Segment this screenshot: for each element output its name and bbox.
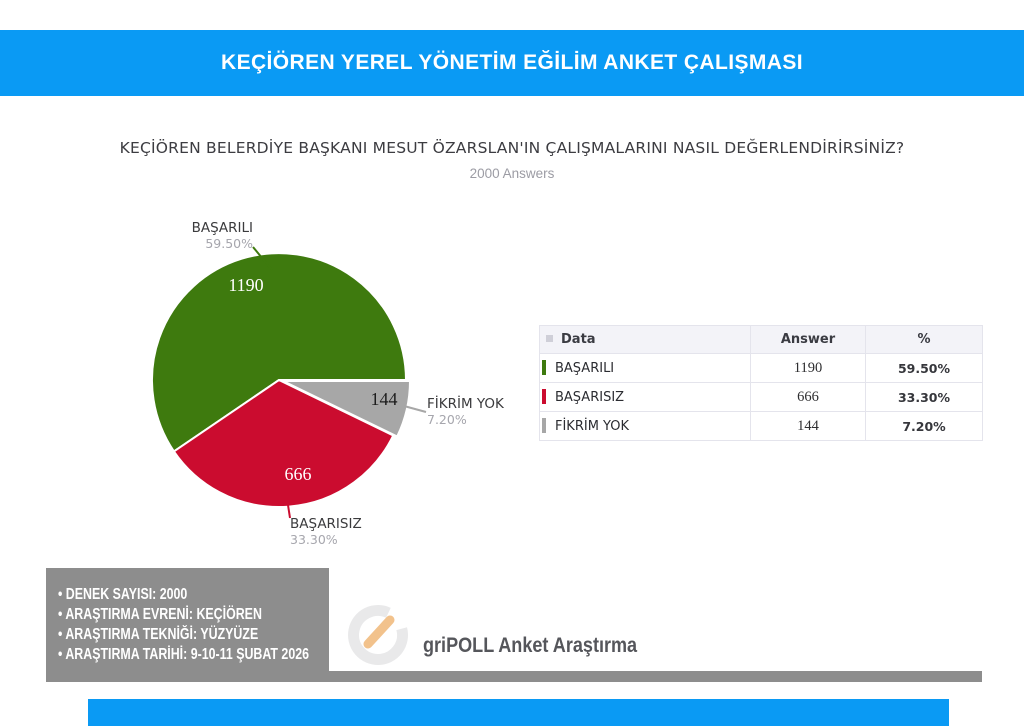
slice-value-basarisiz: 666 [285,464,312,484]
row-answer: 1190 [750,353,866,383]
row-answer: 144 [750,411,866,441]
answers-count: 2000 Answers [469,166,555,181]
footer-banner [88,699,949,726]
row-percent: 7.20% [865,411,983,441]
info-arastirma-evreni: • ARAŞTIRMA EVRENİ: KEÇİÖREN [58,606,262,623]
column-header-data-label: Data [561,332,596,347]
callout-fikrimyok-percent: 7.20% [427,412,467,427]
page-title: KEÇİÖREN YEREL YÖNETİM EĞİLİM ANKET ÇALI… [221,51,803,74]
callout-fikrimyok: FİKRİM YOK 7.20% [427,396,547,428]
legend-color-bar [542,418,546,433]
row-answer: 666 [750,382,866,412]
column-header-data[interactable]: Data [539,325,751,354]
methodology-info-box: • DENEK SAYISI: 2000 • ARAŞTIRMA EVRENİ:… [46,568,329,682]
callout-basarili-label: BAŞARILI [191,220,253,236]
row-percent: 59.50% [865,353,983,383]
leader-line-fikrimyok [403,405,427,413]
pie-slice-fikrimyok[interactable] [282,380,411,438]
gripoll-logo-text: griPOLL Anket Araştırma [423,633,638,657]
legend-color-bar [542,389,546,404]
pie-chart: 1190 666 144 [151,246,427,519]
pie-slice-basarili[interactable] [151,252,407,453]
gripoll-logo-icon [348,605,408,665]
table-row: BAŞARILI 1190 59.50% [539,353,983,383]
row-percent: 33.30% [865,382,983,412]
slice-value-fikrimyok: 144 [371,389,398,409]
results-table: Data Answer % BAŞARILI 1190 59.50% BAŞAR… [539,325,983,441]
header-banner: KEÇİÖREN YEREL YÖNETİM EĞİLİM ANKET ÇALI… [0,30,1024,96]
row-label: BAŞARILI [555,361,615,376]
column-header-percent: % [865,325,983,354]
slice-value-basarili: 1190 [228,275,263,295]
row-label-cell: BAŞARILI [539,353,751,383]
leader-line-basarili [252,246,273,271]
logo-ring [348,605,408,665]
callout-basarili-percent: 59.50% [205,236,253,251]
sort-icon [546,335,553,342]
leader-line-basarisiz [287,504,291,519]
row-label-cell: BAŞARISIZ [539,382,751,412]
footer-strip [329,671,982,682]
callout-basarisiz-label: BAŞARISIZ [290,516,362,532]
table-header-row: Data Answer % [539,325,983,354]
legend-color-bar [542,360,546,375]
column-header-answer: Answer [750,325,866,354]
info-denek-sayisi: • DENEK SAYISI: 2000 [58,586,188,603]
question-title: KEÇİÖREN BELERDİYE BAŞKANI MESUT ÖZARSLA… [119,139,905,157]
table-row: FİKRİM YOK 144 7.20% [539,411,983,441]
row-label: BAŞARISIZ [555,390,625,405]
info-arastirma-tarihi: • ARAŞTIRMA TARİHİ: 9-10-11 ŞUBAT 2026 [58,646,310,663]
table-row: BAŞARISIZ 666 33.30% [539,382,983,412]
callout-basarisiz: BAŞARISIZ 33.30% [290,516,410,548]
info-arastirma-teknigi: • ARAŞTIRMA TEKNİĞİ: YÜZYÜZE [58,626,259,643]
row-label-cell: FİKRİM YOK [539,411,751,441]
callout-basarisiz-percent: 33.30% [290,532,338,547]
callout-basarili: BAŞARILI 59.50% [133,220,253,252]
callout-fikrimyok-label: FİKRİM YOK [427,396,504,412]
row-label: FİKRİM YOK [555,419,630,434]
logo-needle [363,615,395,649]
